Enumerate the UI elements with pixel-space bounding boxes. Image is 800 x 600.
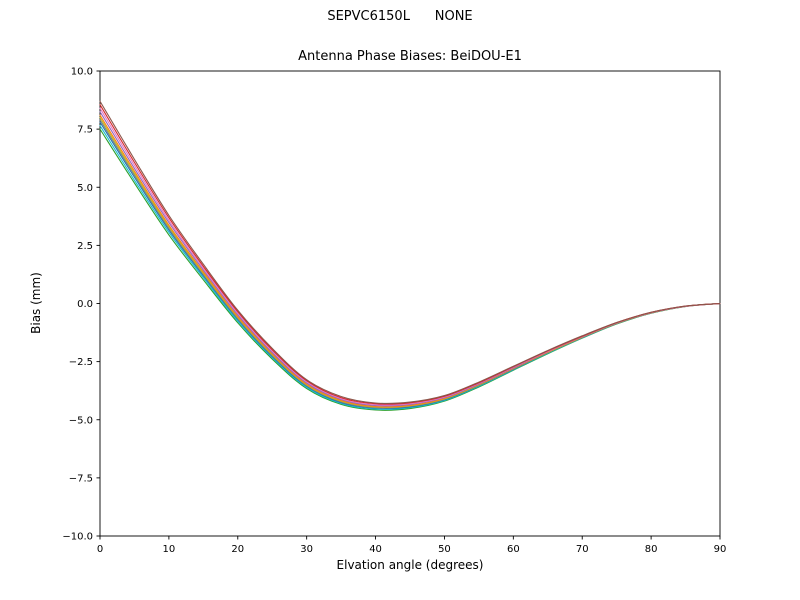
y-axis-label: Bias (mm): [29, 272, 43, 334]
series-line-line-10: [99, 100, 721, 405]
y-tick-label: −2.5: [69, 357, 93, 368]
x-tick-label: 80: [645, 544, 658, 555]
figure-suptitle: SEPVC6150L NONE: [327, 9, 473, 24]
x-tick-label: 0: [97, 544, 103, 555]
x-tick-label: 90: [714, 544, 727, 555]
chart-title: Antenna Phase Biases: BeiDOU-E1: [298, 49, 522, 64]
y-tick-label: 5.0: [77, 183, 93, 194]
y-tick-label: 2.5: [77, 241, 93, 252]
x-tick-label: 50: [438, 544, 451, 555]
y-tick-label: 10.0: [71, 67, 93, 78]
x-tick-label: 30: [300, 544, 313, 555]
y-tick-label: 0.0: [77, 299, 93, 310]
y-tick-label: −10.0: [62, 532, 93, 543]
y-tick-label: −7.5: [69, 473, 93, 484]
y-tick-label: −5.0: [69, 415, 93, 426]
x-tick-label: 10: [163, 544, 176, 555]
series-line-line-1: [99, 128, 721, 411]
x-tick-label: 60: [507, 544, 520, 555]
y-tick-label: 7.5: [77, 125, 93, 136]
x-tick-label: 20: [231, 544, 244, 555]
x-tick-label: 40: [369, 544, 382, 555]
plot-frame: [99, 70, 721, 537]
x-tick-label: 70: [576, 544, 589, 555]
x-axis-label: Elvation angle (degrees): [336, 558, 484, 572]
